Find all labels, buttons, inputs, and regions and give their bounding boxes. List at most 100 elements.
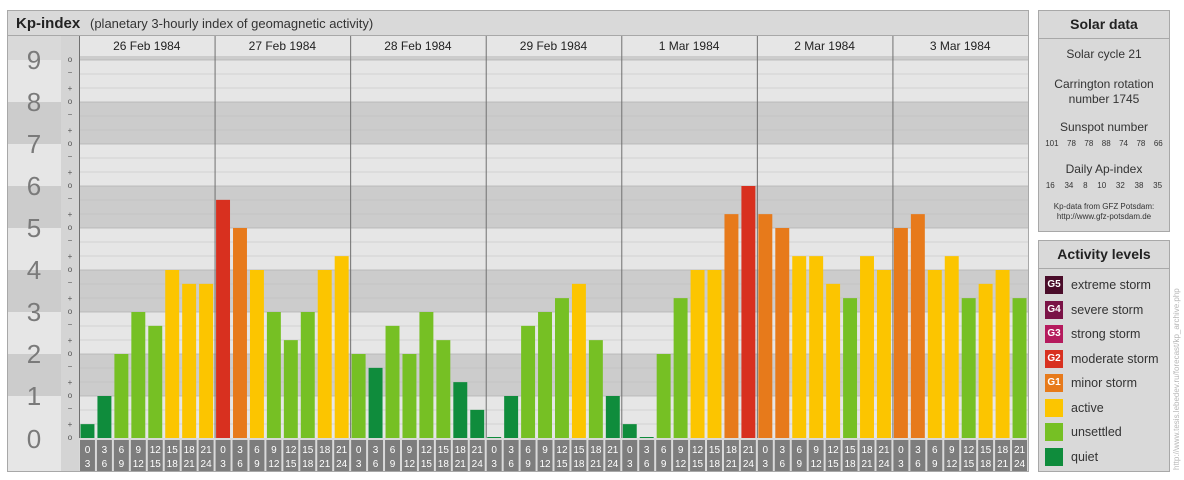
interval-box — [385, 440, 400, 471]
kp-bar — [266, 312, 281, 438]
interval-end-label: 9 — [390, 459, 396, 470]
ap-value: 35 — [1153, 181, 1163, 190]
interval-box — [266, 440, 282, 471]
kp-bar — [758, 214, 773, 438]
day-label: 28 Feb 1984 — [384, 39, 452, 53]
interval-box — [740, 440, 756, 471]
interval-box — [300, 440, 316, 471]
interval-box — [249, 440, 265, 471]
y-minor-tick-label: − — [68, 362, 73, 371]
y-tick-label: 4 — [27, 255, 41, 285]
interval-end-label: 9 — [661, 459, 667, 470]
sunspot-values: 101 78 78 88 74 78 66 — [1039, 139, 1169, 148]
kp-bar — [893, 228, 908, 438]
interval-box — [774, 440, 790, 471]
interval-start-label: 21 — [878, 445, 890, 456]
sunspot-title: Sunspot number — [1059, 120, 1149, 134]
interval-box — [571, 440, 587, 471]
legend-swatch — [1045, 398, 1063, 417]
ap-value: 8 — [1083, 181, 1088, 190]
y-minor-tick-label: + — [68, 210, 73, 219]
interval-end-label: 15 — [963, 459, 975, 470]
kp-bar — [199, 283, 214, 438]
interval-end-label: 21 — [455, 459, 467, 470]
interval-start-label: 3 — [237, 445, 243, 456]
interval-box — [520, 440, 536, 471]
sunspot-value: 78 — [1136, 139, 1146, 148]
interval-box — [164, 440, 180, 471]
interval-start-label: 12 — [556, 445, 568, 456]
kp-bar — [131, 312, 146, 438]
interval-end-label: 24 — [472, 459, 484, 470]
interval-box — [96, 440, 112, 471]
interval-box — [639, 440, 655, 471]
interval-start-label: 6 — [932, 445, 938, 456]
interval-end-label: 9 — [932, 459, 938, 470]
interval-end-label: 12 — [133, 459, 145, 470]
interval-box — [469, 440, 485, 471]
interval-start-label: 9 — [136, 445, 142, 456]
interval-start-label: 0 — [356, 445, 362, 456]
interval-end-label: 18 — [980, 459, 992, 470]
kp-bar — [605, 396, 620, 438]
kp-bar — [182, 283, 197, 438]
y-minor-tick-label: o — [68, 391, 73, 400]
interval-end-label: 6 — [508, 459, 514, 470]
kp-bar — [165, 270, 180, 438]
kp-bar — [538, 312, 552, 438]
interval-start-label: 15 — [709, 445, 721, 456]
interval-start-label: 21 — [336, 445, 348, 456]
legend-label: severe storm — [1071, 302, 1144, 317]
interval-start-label: 3 — [779, 445, 785, 456]
interval-box — [198, 440, 214, 471]
legend-swatch: G3 — [1045, 325, 1063, 343]
interval-start-label: 12 — [963, 445, 975, 456]
kp-bar — [300, 312, 315, 438]
interval-start-label: 0 — [85, 445, 91, 456]
interval-end-label: 24 — [878, 459, 890, 470]
interval-end-label: 18 — [167, 459, 179, 470]
sunspot-value: 101 — [1045, 139, 1059, 148]
activity-levels-header: Activity levels — [1039, 241, 1169, 269]
interval-box — [690, 440, 706, 471]
kp-bar — [809, 256, 824, 438]
kp-bar — [283, 340, 298, 438]
legend-label: quiet — [1071, 449, 1099, 464]
y-minor-tick-label: o — [68, 307, 73, 316]
kp-bar — [944, 256, 959, 438]
interval-box — [842, 440, 858, 471]
y-minor-tick-label: − — [68, 278, 73, 287]
interval-end-label: 3 — [491, 459, 497, 470]
solar-data-header: Solar data — [1039, 11, 1169, 39]
interval-start-label: 0 — [491, 445, 497, 456]
interval-end-label: 21 — [726, 459, 738, 470]
interval-start-label: 3 — [644, 445, 650, 456]
y-minor-tick-label: + — [68, 84, 73, 93]
y-minor-tick-label: + — [68, 126, 73, 135]
kp-bar — [402, 354, 417, 438]
interval-box — [757, 440, 773, 471]
interval-end-label: 21 — [184, 459, 196, 470]
kp-bar — [419, 312, 434, 438]
interval-end-label: 24 — [743, 459, 755, 470]
interval-start-label: 18 — [455, 445, 467, 456]
y-minor-tick-label: o — [68, 265, 73, 274]
interval-start-label: 9 — [678, 445, 684, 456]
interval-end-label: 3 — [356, 459, 362, 470]
y-minor-tick-label: − — [68, 68, 73, 77]
interval-box — [859, 440, 875, 471]
interval-end-label: 15 — [828, 459, 840, 470]
sunspot-value: 88 — [1101, 139, 1111, 148]
kp-bar — [317, 270, 332, 438]
y-minor-tick-label: o — [68, 55, 73, 64]
kp-bar — [843, 298, 858, 438]
interval-start-label: 6 — [796, 445, 802, 456]
y-tick-label: 8 — [27, 87, 41, 117]
interval-end-label: 12 — [946, 459, 958, 470]
y-minor-tick-label: + — [68, 336, 73, 345]
carrington-line-1: Carrington rotation — [1054, 77, 1154, 91]
interval-end-label: 15 — [692, 459, 704, 470]
interval-box — [215, 440, 231, 471]
interval-box — [961, 440, 977, 471]
kp-bar — [249, 270, 264, 438]
